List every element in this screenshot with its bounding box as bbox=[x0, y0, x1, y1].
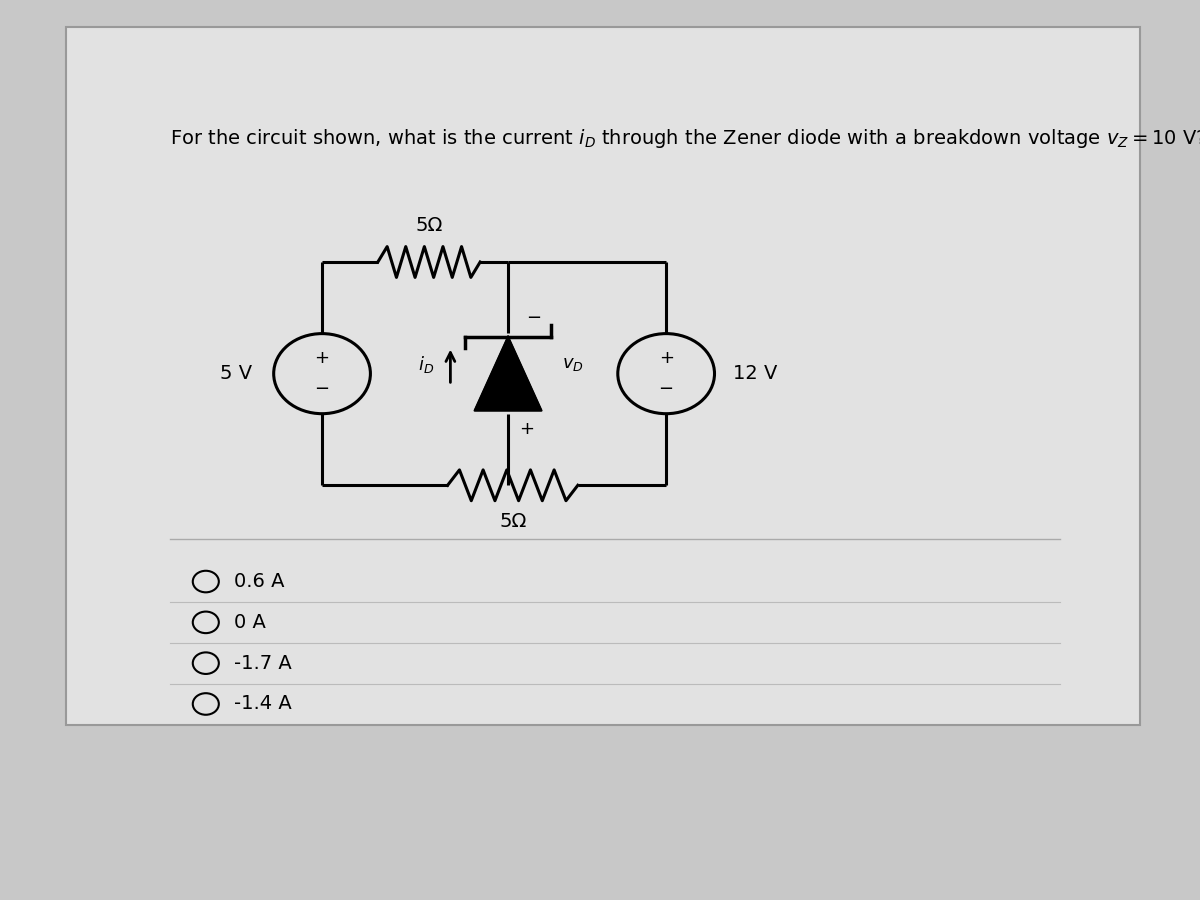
Text: +: + bbox=[314, 349, 330, 367]
Text: $v_D$: $v_D$ bbox=[562, 356, 583, 373]
Text: 12 V: 12 V bbox=[733, 364, 778, 383]
Text: $i_D$: $i_D$ bbox=[418, 354, 433, 375]
Text: -1.4 A: -1.4 A bbox=[234, 695, 292, 714]
Text: For the circuit shown, what is the current $\it{i}_D$ through the Zener diode wi: For the circuit shown, what is the curre… bbox=[170, 127, 1200, 150]
Text: −: − bbox=[314, 380, 330, 398]
Text: 5 V: 5 V bbox=[220, 364, 252, 383]
Text: 0.6 A: 0.6 A bbox=[234, 572, 284, 591]
Text: 5Ω: 5Ω bbox=[499, 512, 527, 531]
Text: −: − bbox=[659, 380, 673, 398]
Text: 0 A: 0 A bbox=[234, 613, 265, 632]
Text: 5Ω: 5Ω bbox=[415, 216, 443, 235]
Text: +: + bbox=[520, 419, 534, 437]
Polygon shape bbox=[474, 337, 541, 410]
Text: -1.7 A: -1.7 A bbox=[234, 653, 292, 672]
Text: −: − bbox=[527, 310, 541, 328]
Text: +: + bbox=[659, 349, 673, 367]
